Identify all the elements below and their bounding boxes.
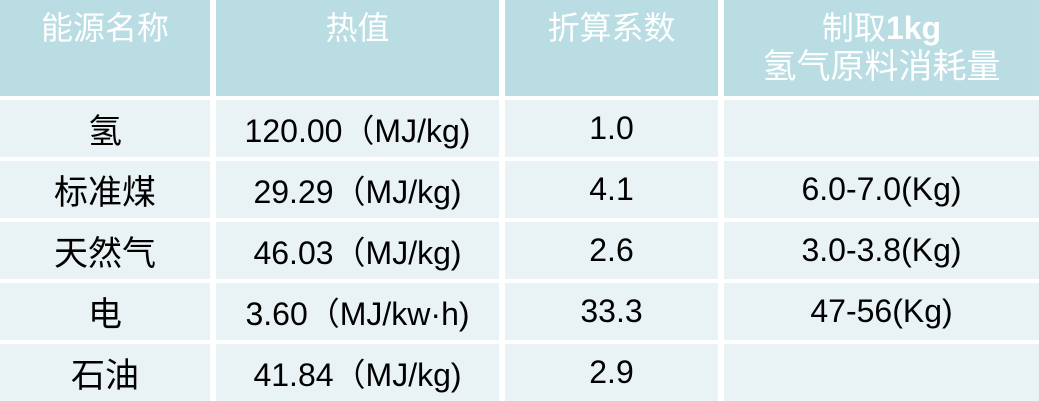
table-row-coal-heat-value: 29.29（MJ/kg) [216, 161, 499, 218]
table-row-petroleum-heat-value: 41.84（MJ/kg) [216, 344, 499, 401]
table-row-electricity-name: 电 [0, 283, 210, 340]
table-row-hydrogen-coefficient: 1.0 [505, 100, 718, 157]
table-row-coal-name: 标准煤 [0, 161, 210, 218]
header-cell-energy-name: 能源名称 [0, 0, 210, 96]
table-row-petroleum-name: 石油 [0, 344, 210, 401]
table-row-electricity-heat-value: 3.60（MJ/kw·h) [216, 283, 499, 340]
header-label-consumption-line1: 制取1kg [822, 8, 941, 48]
header-cell-heat-value: 热值 [216, 0, 499, 96]
header-label-coefficient: 折算系数 [547, 10, 676, 46]
table-row-coal-coefficient: 4.1 [505, 161, 718, 218]
table-row-gas-consumption: 3.0-3.8(Kg) [724, 222, 1039, 279]
table-row-petroleum-coefficient: 2.9 [505, 344, 718, 401]
header-label-energy-name: 能源名称 [40, 10, 169, 46]
table-row-gas-coefficient: 2.6 [505, 222, 718, 279]
header-cell-consumption: 制取1kg 氢气原料消耗量 [724, 0, 1039, 96]
table-row-hydrogen-name: 氢 [0, 100, 210, 157]
header-cell-coefficient: 折算系数 [505, 0, 718, 96]
table-row-petroleum-consumption [724, 344, 1039, 401]
header-consumption-1kg: 1kg [885, 10, 942, 46]
header-label-consumption-line2: 氢气原料消耗量 [762, 49, 1001, 86]
header-consumption-prefix: 制取 [821, 10, 886, 46]
table-row-gas-heat-value: 46.03（MJ/kg) [216, 222, 499, 279]
table-row-electricity-coefficient: 33.3 [505, 283, 718, 340]
table-row-gas-name: 天然气 [0, 222, 210, 279]
table-row-electricity-consumption: 47-56(Kg) [724, 283, 1039, 340]
table-row-hydrogen-consumption [724, 100, 1039, 157]
table-row-coal-consumption: 6.0-7.0(Kg) [724, 161, 1039, 218]
header-label-heat-value: 热值 [325, 10, 390, 46]
table-row-hydrogen-heat-value: 120.00（MJ/kg) [216, 100, 499, 157]
